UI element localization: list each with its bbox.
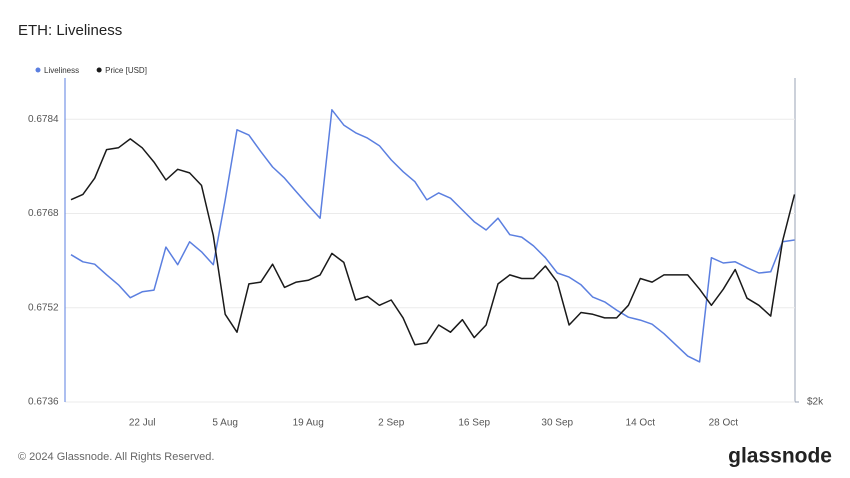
y-tick-label: 0.6768 [28, 208, 59, 219]
x-tick-label: 14 Oct [626, 418, 656, 429]
legend-marker [35, 67, 41, 73]
x-tick-label: 5 Aug [212, 418, 238, 429]
x-tick-label: 2 Sep [378, 418, 405, 429]
legend-label: Liveliness [44, 66, 79, 75]
x-tick-label: 16 Sep [458, 418, 490, 429]
y-tick-label: 0.6752 [28, 302, 59, 313]
chart-title: ETH: Liveliness [18, 22, 122, 39]
footer: © 2024 Glassnode. All Rights Reserved. [18, 451, 214, 463]
series-line [70, 109, 795, 363]
y2-tick-label: $2k [807, 397, 824, 408]
y-tick-label: 0.6736 [28, 397, 59, 408]
brand-logo: glassnode [728, 445, 832, 468]
x-tick-label: 28 Oct [709, 418, 739, 429]
series-line [70, 138, 796, 346]
legend-label: Price [USD] [105, 66, 147, 75]
x-tick-label: 19 Aug [293, 418, 324, 429]
x-tick-label: 30 Sep [541, 418, 573, 429]
legend-marker [96, 67, 102, 73]
y-tick-label: 0.6784 [28, 114, 59, 125]
x-tick-label: 22 Jul [129, 418, 156, 429]
